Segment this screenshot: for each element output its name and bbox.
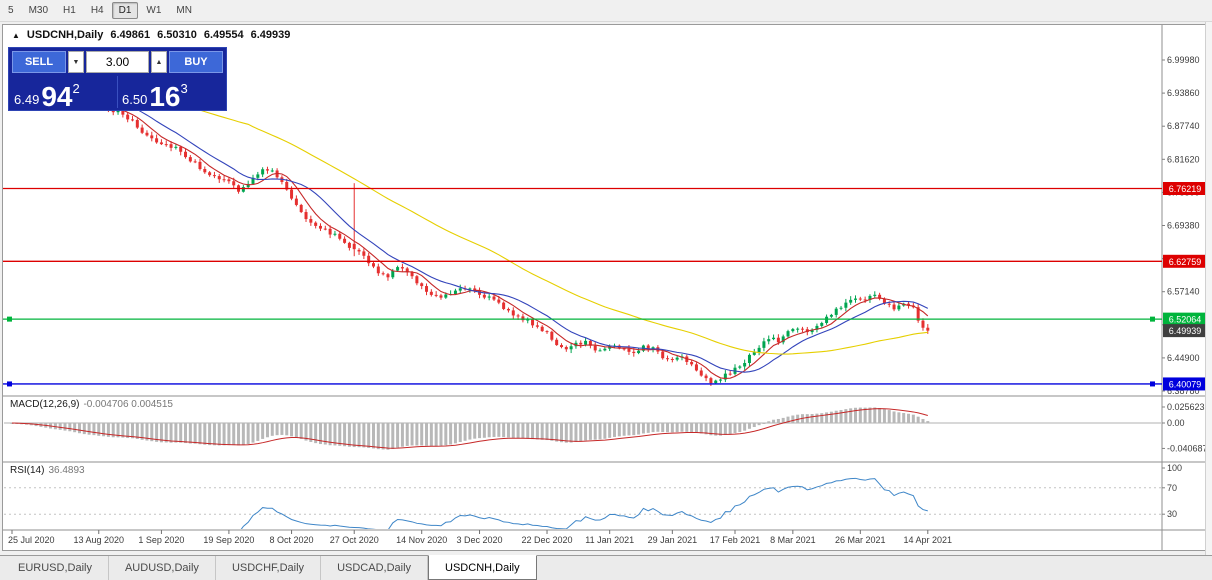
chart-tab-audusd[interactable]: AUDUSD,Daily: [109, 556, 216, 580]
buy-button[interactable]: BUY: [169, 51, 223, 73]
ohlc-open: 6.49861: [110, 29, 151, 41]
rsi-value: 36.4893: [48, 465, 85, 476]
chart-tab-usdchf[interactable]: USDCHF,Daily: [216, 556, 322, 580]
rsi-indicator-label: RSI(14) 36.4893: [10, 465, 85, 476]
symbol-header: ▲ USDCNH,Daily 6.49861 6.50310 6.49554 6…: [12, 29, 290, 41]
chart-tab-usdcad[interactable]: USDCAD,Daily: [321, 556, 429, 580]
collapse-one-click-icon[interactable]: ▲: [12, 30, 20, 40]
sell-price-prefix: 6.49: [14, 92, 40, 107]
buy-price[interactable]: 6.50 16 3: [120, 74, 223, 112]
timeframe-button-h4[interactable]: H4: [90, 5, 104, 16]
trade-panel-prices: 6.49 94 2 6.50 16 3: [12, 74, 223, 112]
buy-price-big: 16: [149, 81, 181, 112]
chart-tab-eurusd[interactable]: EURUSD,Daily: [2, 556, 109, 580]
chevron-up-icon: ▲: [155, 58, 163, 66]
sell-button[interactable]: SELL: [12, 51, 66, 73]
timeframe-button-mn[interactable]: MN: [176, 5, 192, 16]
chevron-down-icon: ▼: [72, 58, 80, 66]
one-click-trading-panel: SELL ▼ 3.00 ▲ BUY 6.49 94 2 6.50 16 3: [8, 47, 227, 111]
macd-name: MACD(12,26,9): [10, 399, 80, 410]
trade-panel-controls: SELL ▼ 3.00 ▲ BUY: [12, 51, 223, 73]
sell-price-big: 94: [41, 81, 73, 112]
volume-decrease-button[interactable]: ▼: [68, 51, 84, 73]
timeframe-button-d1[interactable]: D1: [111, 2, 139, 19]
timeframe-button-w1[interactable]: W1: [146, 5, 162, 16]
timeframe-button-h1[interactable]: H1: [63, 5, 76, 16]
buy-price-sup: 3: [180, 81, 188, 96]
timeframe-bar: 5 M30 H1 H4 D1 W1 MN: [0, 0, 1212, 22]
timeframe-button-m30[interactable]: M30: [28, 5, 49, 16]
chart-tab-bar: EURUSD,Daily AUDUSD,Daily USDCHF,Daily USDC…: [0, 555, 1212, 580]
macd-indicator-label: MACD(12,26,9) -0.004706 0.004515: [10, 399, 173, 410]
sell-price-sup: 2: [72, 81, 80, 96]
ohlc-high: 6.50310: [157, 29, 197, 41]
buy-price-prefix: 6.50: [122, 92, 148, 107]
macd-values: -0.004706 0.004515: [83, 399, 173, 410]
volume-increase-button[interactable]: ▲: [151, 51, 167, 73]
vertical-scrollbar[interactable]: [1205, 22, 1212, 555]
rsi-name: RSI(14): [10, 465, 45, 476]
price-divider: [117, 76, 118, 108]
timeframe-button-5[interactable]: 5: [8, 5, 14, 16]
chart-tab-usdcnh[interactable]: USDCNH,Daily: [428, 555, 537, 580]
volume-input[interactable]: 3.00: [86, 51, 149, 73]
sell-price[interactable]: 6.49 94 2: [12, 74, 115, 112]
symbol-title: USDCNH,Daily: [26, 29, 104, 41]
ohlc-low: 6.49554: [203, 29, 244, 41]
ohlc-close: 6.49939: [250, 29, 291, 41]
